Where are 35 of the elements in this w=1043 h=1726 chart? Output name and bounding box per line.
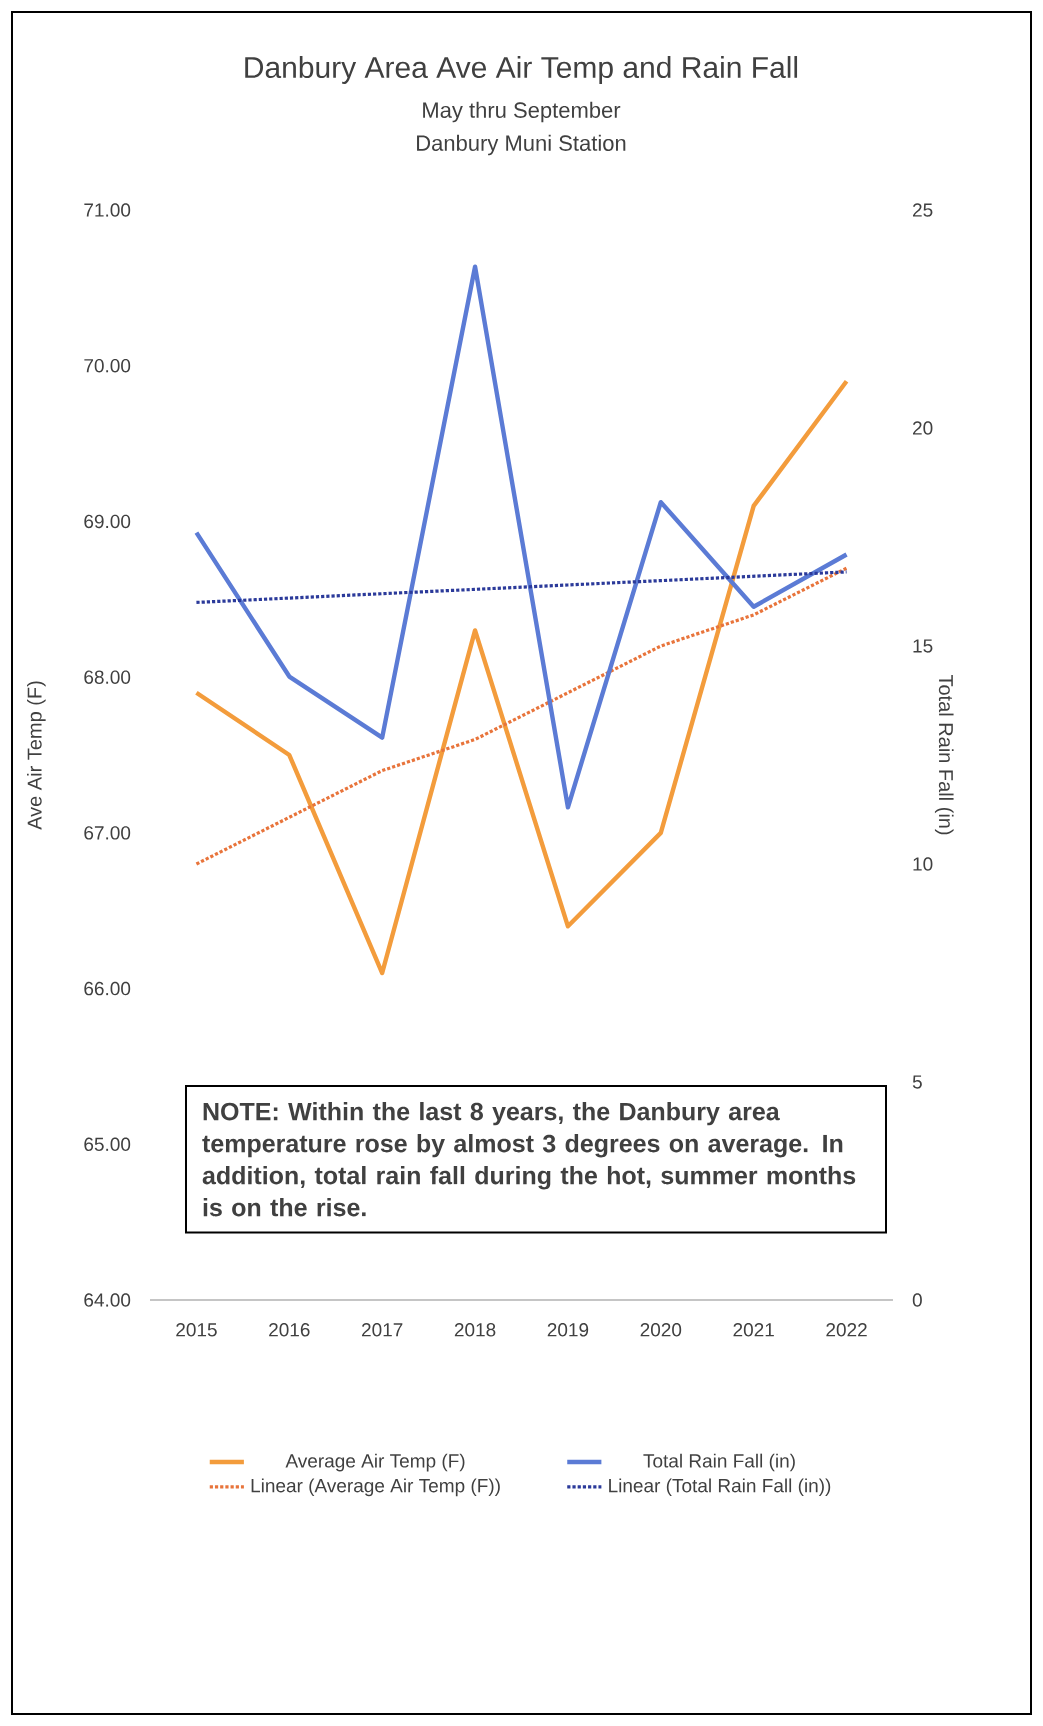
x-tick-label: 2016: [269, 1323, 310, 1337]
legend-label: Linear (Total Rain Fall (in)): [609, 1478, 831, 1497]
x-tick-label: 2015: [176, 1323, 217, 1337]
y-tick-label: 67.00: [84, 826, 131, 840]
y-tick-label: 65.00: [84, 1137, 131, 1152]
annotation: NOTE: Within the last 8 years, the Danbury area temperature rose by almost 3 degrees on average. In addition, total rain fall during the hot, summer months is on the rise.: [202, 1102, 856, 1217]
y2-tick-label: 5: [912, 1075, 922, 1089]
x-tick-label: 2018: [454, 1323, 496, 1337]
y2-tick-label: 25: [913, 203, 933, 217]
line-series: [194, 264, 849, 810]
legend-label: Linear (Average Air Temp (F)): [251, 1478, 500, 1497]
text: Danbury Muni Station: [417, 134, 626, 156]
chart-subtitle: May thru September: [423, 101, 621, 123]
line-series: [194, 566, 849, 866]
y2-tick-label: 10: [913, 857, 933, 871]
y2-tick-label: 20: [913, 421, 933, 435]
y-tick-label: 68.00: [84, 670, 131, 684]
y-tick-label: 69.00: [84, 514, 131, 529]
y-tick-label: 70.00: [84, 359, 131, 373]
legend-label: Average Air Temp (F): [285, 1453, 465, 1472]
y-tick-label: 66.00: [84, 981, 131, 996]
y2-tick-label: 15: [913, 639, 933, 653]
x-tick-label: 2022: [826, 1323, 867, 1337]
chart-title: Danbury Area Ave Air Temp and Rain Fall: [245, 56, 798, 84]
y-axis-title: Ave Air Temp (F): [27, 681, 46, 830]
legend-label: Total Rain Fall (in): [643, 1453, 795, 1472]
y2-axis-title: Total Rain Fall (in): [934, 674, 954, 835]
x-tick-label: 2020: [640, 1323, 682, 1337]
x-tick-label: 2017: [361, 1323, 403, 1337]
x-tick-label: 2021: [733, 1323, 774, 1337]
y-tick-label: 64.00: [84, 1293, 131, 1307]
line-series: [194, 379, 849, 976]
y-tick-label: 71.00: [84, 203, 131, 217]
x-tick-label: 2019: [547, 1323, 589, 1337]
y2-tick-label: 0: [912, 1293, 922, 1307]
